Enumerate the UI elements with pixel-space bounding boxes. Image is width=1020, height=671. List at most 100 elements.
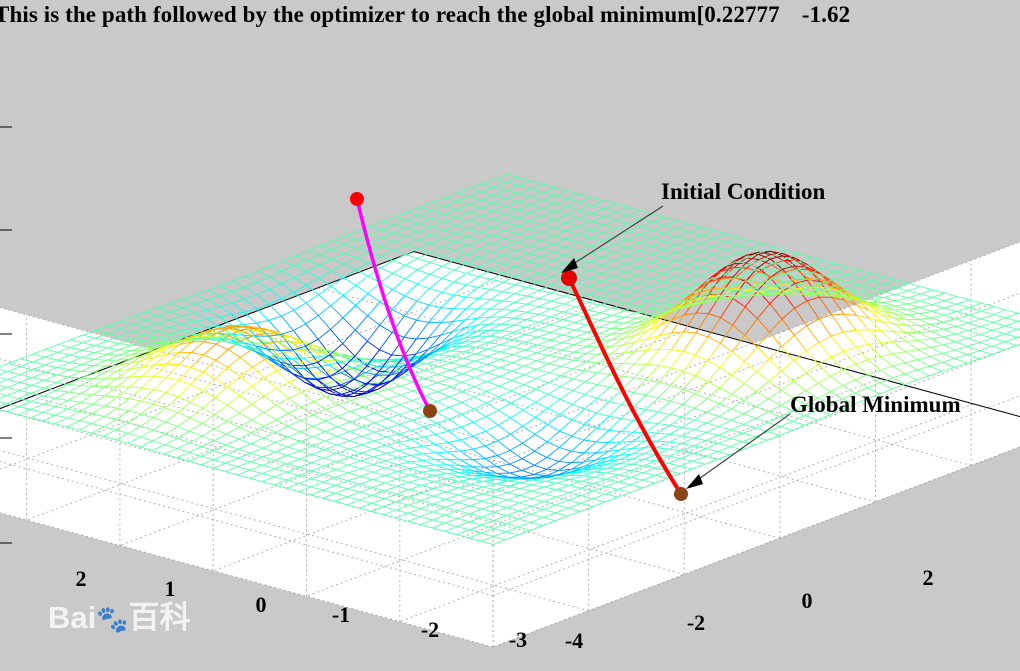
mesh-line: [675, 277, 687, 280]
mesh-line: [195, 295, 207, 300]
mesh-line: [518, 205, 530, 210]
mesh-line: [169, 334, 181, 337]
mesh-line: [677, 232, 689, 237]
mesh-line: [394, 233, 406, 236]
mesh-line: [232, 303, 244, 312]
mesh-line: [663, 266, 675, 269]
mesh-line: [503, 267, 516, 273]
mesh-line: [700, 260, 712, 263]
mesh-line: [144, 341, 156, 342]
mesh-line: [332, 236, 345, 241]
mesh-line: [590, 262, 602, 265]
mesh-line: [344, 264, 356, 270]
mesh-line: [602, 269, 614, 274]
mesh-line: [493, 219, 505, 222]
mesh-line: [708, 314, 720, 318]
mesh-line: [519, 178, 531, 181]
mesh-line: [332, 244, 345, 249]
mesh-line: [481, 216, 493, 219]
mesh-line: [577, 275, 589, 278]
mesh-line: [516, 276, 528, 279]
mesh-line: [541, 257, 553, 260]
mesh-line: [847, 270, 860, 275]
mesh-line: [418, 235, 431, 240]
mesh-line: [133, 325, 145, 328]
mesh-line: [795, 308, 807, 326]
mesh-line: [419, 211, 432, 216]
mesh-line: [430, 247, 443, 253]
chart-title-text: This is the path followed by the optimiz…: [0, 2, 780, 27]
mesh-line: [650, 289, 663, 294]
mesh-line: [688, 252, 701, 257]
mesh-line: [517, 234, 529, 237]
mesh-line: [120, 332, 133, 336]
mesh-line: [819, 297, 831, 315]
mesh-line: [570, 475, 582, 476]
mesh-line: [479, 261, 491, 267]
mesh-line: [580, 194, 592, 197]
mesh-line: [407, 220, 419, 223]
mesh-line: [492, 252, 504, 255]
mesh-line: [445, 193, 457, 198]
mesh-line: [591, 233, 604, 238]
mesh-line: [652, 242, 665, 247]
mesh-line: [132, 328, 145, 332]
mesh-line: [443, 242, 455, 247]
mesh-line: [469, 208, 482, 213]
mesh-line: [637, 306, 649, 308]
mesh-line: [604, 201, 616, 204]
mesh-line: [627, 248, 639, 251]
mesh-line: [95, 330, 107, 333]
mesh-line: [553, 260, 565, 263]
mesh-line: [556, 188, 568, 191]
mesh-line: [578, 230, 591, 235]
mesh-line: [108, 321, 120, 326]
mesh-line: [592, 206, 604, 209]
mesh-line: [518, 213, 530, 218]
mesh-line: [823, 268, 835, 271]
mesh-line: [613, 285, 625, 288]
mesh-line: [689, 232, 701, 235]
mesh-line: [650, 286, 662, 289]
mesh-line: [603, 228, 615, 233]
mesh-line: [518, 202, 530, 205]
mesh-line: [847, 275, 859, 278]
mesh-line: [517, 221, 529, 226]
mesh-line: [540, 268, 553, 273]
mesh-line: [663, 277, 676, 282]
mesh-line: [519, 186, 531, 189]
mesh-line: [519, 189, 531, 194]
mesh-line: [517, 226, 529, 229]
mesh-line: [750, 244, 763, 249]
mesh-line: [81, 378, 93, 379]
mesh-line: [859, 281, 872, 285]
mesh-line: [823, 264, 836, 269]
mesh-line: [457, 201, 469, 204]
mesh-line: [195, 304, 207, 310]
mesh-line: [444, 209, 456, 214]
mesh-line: [675, 272, 687, 277]
mesh-line: [145, 308, 158, 312]
mesh-line: [245, 271, 258, 276]
mesh-line: [431, 227, 443, 230]
mesh-line: [626, 283, 639, 288]
mesh-line: [492, 244, 504, 247]
mesh-line: [625, 303, 637, 306]
mesh-line: [677, 221, 689, 224]
mesh-line: [406, 245, 418, 249]
mesh-line: [567, 199, 579, 202]
mesh-line: [590, 241, 603, 246]
mesh-line: [432, 198, 445, 203]
mesh-line: [170, 299, 183, 303]
mesh-line: [528, 279, 540, 282]
mesh-line: [540, 282, 552, 285]
mesh-line: [639, 259, 651, 262]
mesh-line: [676, 264, 688, 269]
mesh-line: [468, 237, 480, 240]
mesh-line: [807, 301, 819, 319]
mesh-line: [628, 232, 640, 235]
mesh-line: [468, 216, 481, 221]
mesh-line: [589, 289, 602, 294]
mesh-line: [700, 263, 713, 268]
